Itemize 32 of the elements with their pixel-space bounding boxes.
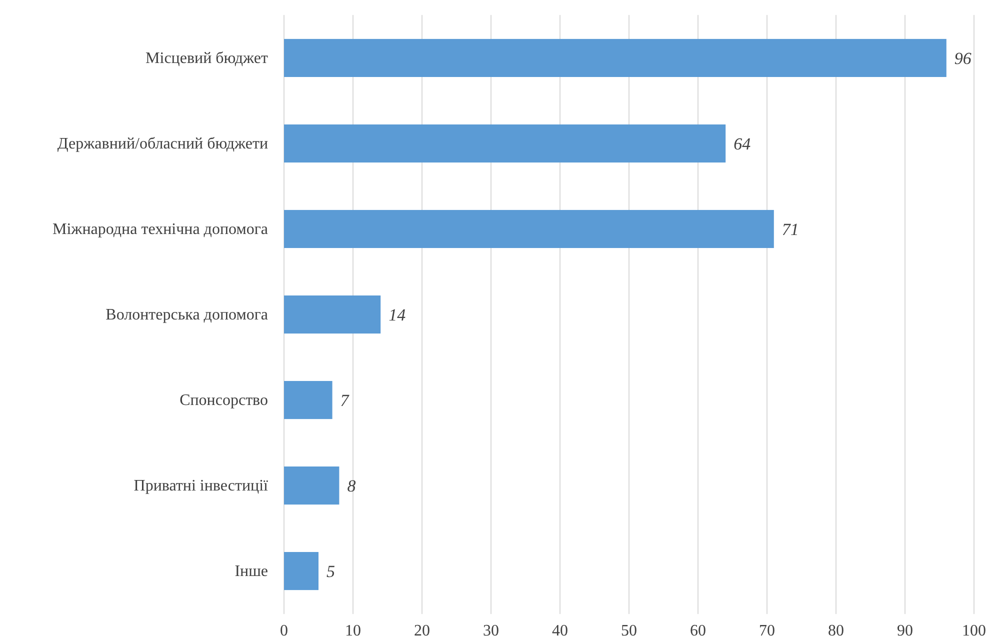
x-tick-label: 60 <box>690 622 706 640</box>
x-tick-label: 80 <box>828 622 844 640</box>
data-label: 71 <box>782 220 799 239</box>
bar <box>284 552 318 590</box>
bar <box>284 124 726 163</box>
x-tick-label: 30 <box>483 622 499 640</box>
y-tick-label: Міжнародна технічна допомога <box>52 221 268 238</box>
bar <box>284 380 332 420</box>
y-tick-label: Державний/обласний бюджети <box>57 136 268 153</box>
y-tick-label: Спонсорство <box>180 392 268 410</box>
x-tick-label: 90 <box>897 622 913 640</box>
x-tick-label: 70 <box>759 622 775 640</box>
data-label: 14 <box>388 305 406 324</box>
x-tick-label: 20 <box>414 622 430 640</box>
bar <box>284 38 946 77</box>
x-tick-label: 40 <box>552 622 568 640</box>
data-label: 96 <box>954 48 972 68</box>
y-tick-label: Волонтерська допомога <box>106 306 268 324</box>
data-label: 8 <box>347 476 356 496</box>
data-label: 5 <box>326 562 335 581</box>
x-tick-label: 100 <box>962 622 986 640</box>
x-tick-label: 10 <box>345 622 361 640</box>
data-label: 64 <box>734 134 752 154</box>
y-tick-label: Інше <box>234 563 268 580</box>
y-tick-label: Приватні інвестиції <box>134 478 269 495</box>
x-tick-label: 50 <box>621 622 637 640</box>
bar <box>284 295 381 334</box>
x-tick-label: 0 <box>280 622 288 640</box>
bar <box>284 210 774 248</box>
data-label: 7 <box>340 390 350 410</box>
bar <box>284 466 340 505</box>
y-tick-label: Місцевий бюджет <box>146 50 268 68</box>
